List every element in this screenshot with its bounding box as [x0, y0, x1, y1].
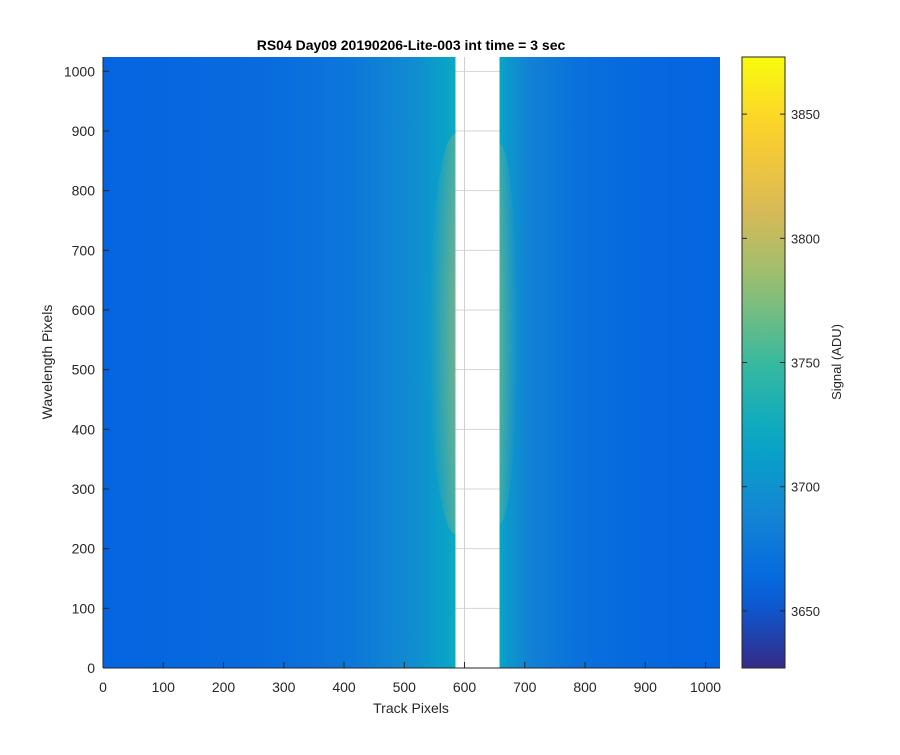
colorbar-tick-label: 3650	[791, 604, 820, 619]
y-tick-label: 200	[72, 541, 96, 557]
x-axis-title: Track Pixels	[373, 700, 449, 716]
y-tick-label: 700	[72, 242, 96, 258]
colorbar-tick-label: 3750	[791, 356, 820, 371]
y-tick-label: 400	[72, 421, 96, 437]
heatmap-image	[103, 57, 720, 668]
heatmap-left-region	[103, 57, 456, 668]
x-tick-label: 100	[152, 679, 176, 695]
x-tick-label: 600	[453, 679, 477, 695]
x-tick-label: 0	[99, 679, 107, 695]
colorbar-tick-label: 3700	[791, 480, 820, 495]
y-tick-label: 1000	[64, 63, 95, 79]
colorbar-bar	[741, 56, 786, 669]
masked-region	[455, 57, 500, 668]
y-axis-title: Wavelength Pixels	[39, 305, 55, 420]
y-tick-label: 600	[72, 302, 96, 318]
chart-title: RS04 Day09 20190206-Lite-003 int time = …	[257, 37, 566, 53]
y-tick-label: 100	[72, 600, 96, 616]
y-tick-label: 900	[72, 123, 96, 139]
x-tick-label: 700	[513, 679, 537, 695]
colorbar-tick-label: 3850	[791, 107, 820, 122]
grid-lines	[455, 57, 500, 668]
x-tick-label: 300	[272, 679, 296, 695]
x-tick-label: 500	[393, 679, 417, 695]
y-tick-label: 300	[72, 481, 96, 497]
x-tick-label: 1000	[690, 679, 721, 695]
y-tick-label: 800	[72, 183, 96, 199]
y-tick-label: 500	[72, 362, 96, 378]
heatmap-right-region	[499, 57, 720, 668]
y-tick-label: 0	[87, 660, 95, 676]
x-tick-label: 200	[212, 679, 236, 695]
x-tick-label: 800	[573, 679, 597, 695]
x-tick-label: 900	[634, 679, 658, 695]
colorbar: 3650 3700 3750 3800 3850	[741, 56, 820, 669]
colorbar-tick-label: 3800	[791, 231, 820, 246]
axes: 0 100 200 300 400 500 600 700 800 900 1000 0 100 200 3…	[64, 57, 721, 695]
x-tick-label: 400	[332, 679, 356, 695]
colorbar-title: Signal (ADU)	[829, 324, 844, 400]
